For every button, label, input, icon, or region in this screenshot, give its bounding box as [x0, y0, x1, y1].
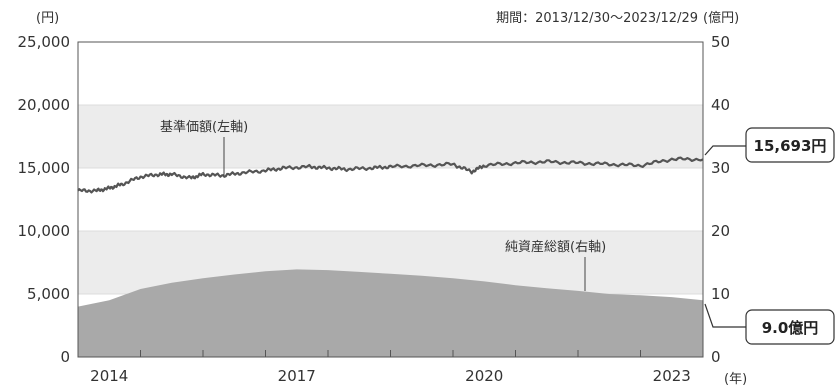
x-axis-ticks: 2014 2017 2020 2023 [90, 350, 691, 385]
net-assets-annotation-label: 純資産総額(右軸) [505, 239, 606, 255]
x-tick-label: 2014 [90, 367, 128, 385]
nav-callout-leader [704, 145, 746, 156]
nav-line-path [77, 156, 704, 194]
x-unit-label: (年) [724, 372, 747, 387]
net-assets-area [78, 269, 703, 357]
right-tick-label: 10 [711, 285, 730, 303]
left-axis-ticks: 25,000 20,000 15,000 10,000 5,000 0 [18, 33, 71, 366]
left-unit-label: (円) [36, 11, 59, 26]
grid-band [78, 105, 703, 168]
net-assets-callout-box [745, 309, 835, 345]
right-tick-label: 20 [711, 222, 730, 240]
net-assets-area-path [78, 269, 703, 357]
nav-annotation-label: 基準価額(左軸) [160, 119, 248, 135]
left-tick-label: 20,000 [18, 96, 71, 114]
nav-line [77, 156, 704, 194]
nav-callout-text: 15,693円 [754, 137, 827, 155]
right-tick-label: 0 [711, 348, 721, 366]
x-tick-label: 2017 [278, 367, 316, 385]
left-tick-label: 25,000 [18, 33, 71, 51]
net-assets-callout: 9.0億円 [704, 303, 835, 345]
left-tick-label: 15,000 [18, 159, 71, 177]
right-tick-label: 50 [711, 33, 730, 51]
x-tick-label: 2023 [653, 367, 691, 385]
right-tick-label: 30 [711, 159, 730, 177]
net-assets-callout-text: 9.0億円 [762, 319, 819, 337]
period-label: 期間：2013/12/30～2023/12/29 [496, 11, 698, 26]
nav-callout: 15,693円 [704, 127, 835, 163]
nav-annotation: 基準価額(左軸) [160, 119, 248, 176]
nav-callout-box [745, 127, 835, 163]
left-tick-label: 5,000 [27, 285, 70, 303]
left-tick-label: 10,000 [18, 222, 71, 240]
net-assets-annotation: 純資産総額(右軸) [505, 239, 606, 291]
right-axis-ticks: 50 40 30 20 10 0 [711, 33, 730, 366]
x-tick-label: 2020 [465, 367, 503, 385]
net-assets-callout-leader [704, 303, 746, 328]
right-tick-label: 40 [711, 96, 730, 114]
right-unit-label: (億円) [703, 10, 739, 26]
left-tick-label: 0 [60, 348, 70, 366]
